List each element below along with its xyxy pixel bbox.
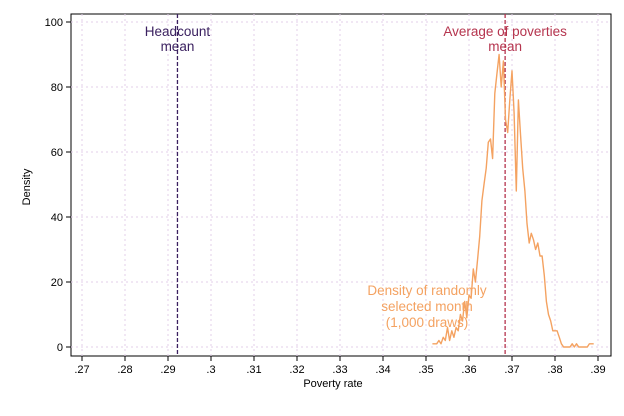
series-layer [432,53,594,348]
y-tick-label: 0 [57,342,63,354]
x-tick-label: .38 [547,364,562,376]
y-tick-label: 20 [51,277,63,289]
y-tick-label: 40 [51,212,63,224]
x-tick-label: .32 [289,364,304,376]
x-tick-label: .28 [117,364,132,376]
axes: .27 .28 .29 .3 .31 .32 .33 .34 .35 .36 .37 .38 .39 0 2… [45,17,606,376]
y-tick-label: 80 [51,82,63,94]
x-tick-label: .37 [504,364,519,376]
y-tick-label: 100 [45,17,63,29]
plot-area [70,13,612,357]
x-tick-label: .33 [332,364,347,376]
reference-line-label: Headcount mean [145,24,211,54]
density-line [432,53,594,348]
density-annotation: Density of randomly selected month (1,000 … [367,283,487,330]
x-axis-label: Poverty rate [303,378,362,390]
x-tick-label: .35 [418,364,433,376]
x-tick-label: .29 [160,364,175,376]
annotations: Headcount mean Average of poverties mean Den… [145,24,567,330]
y-axis-label: Density [21,168,33,205]
reference-lines [176,14,506,356]
reference-line-label: Average of poverties mean [443,24,567,54]
x-tick-label: .39 [590,364,605,376]
x-tick-label: .27 [74,364,89,376]
x-tick-label: .31 [246,364,261,376]
x-tick-label: .34 [375,364,390,376]
x-tick-label: .3 [206,364,215,376]
x-tick-label: .36 [461,364,476,376]
y-tick-label: 60 [51,147,63,159]
